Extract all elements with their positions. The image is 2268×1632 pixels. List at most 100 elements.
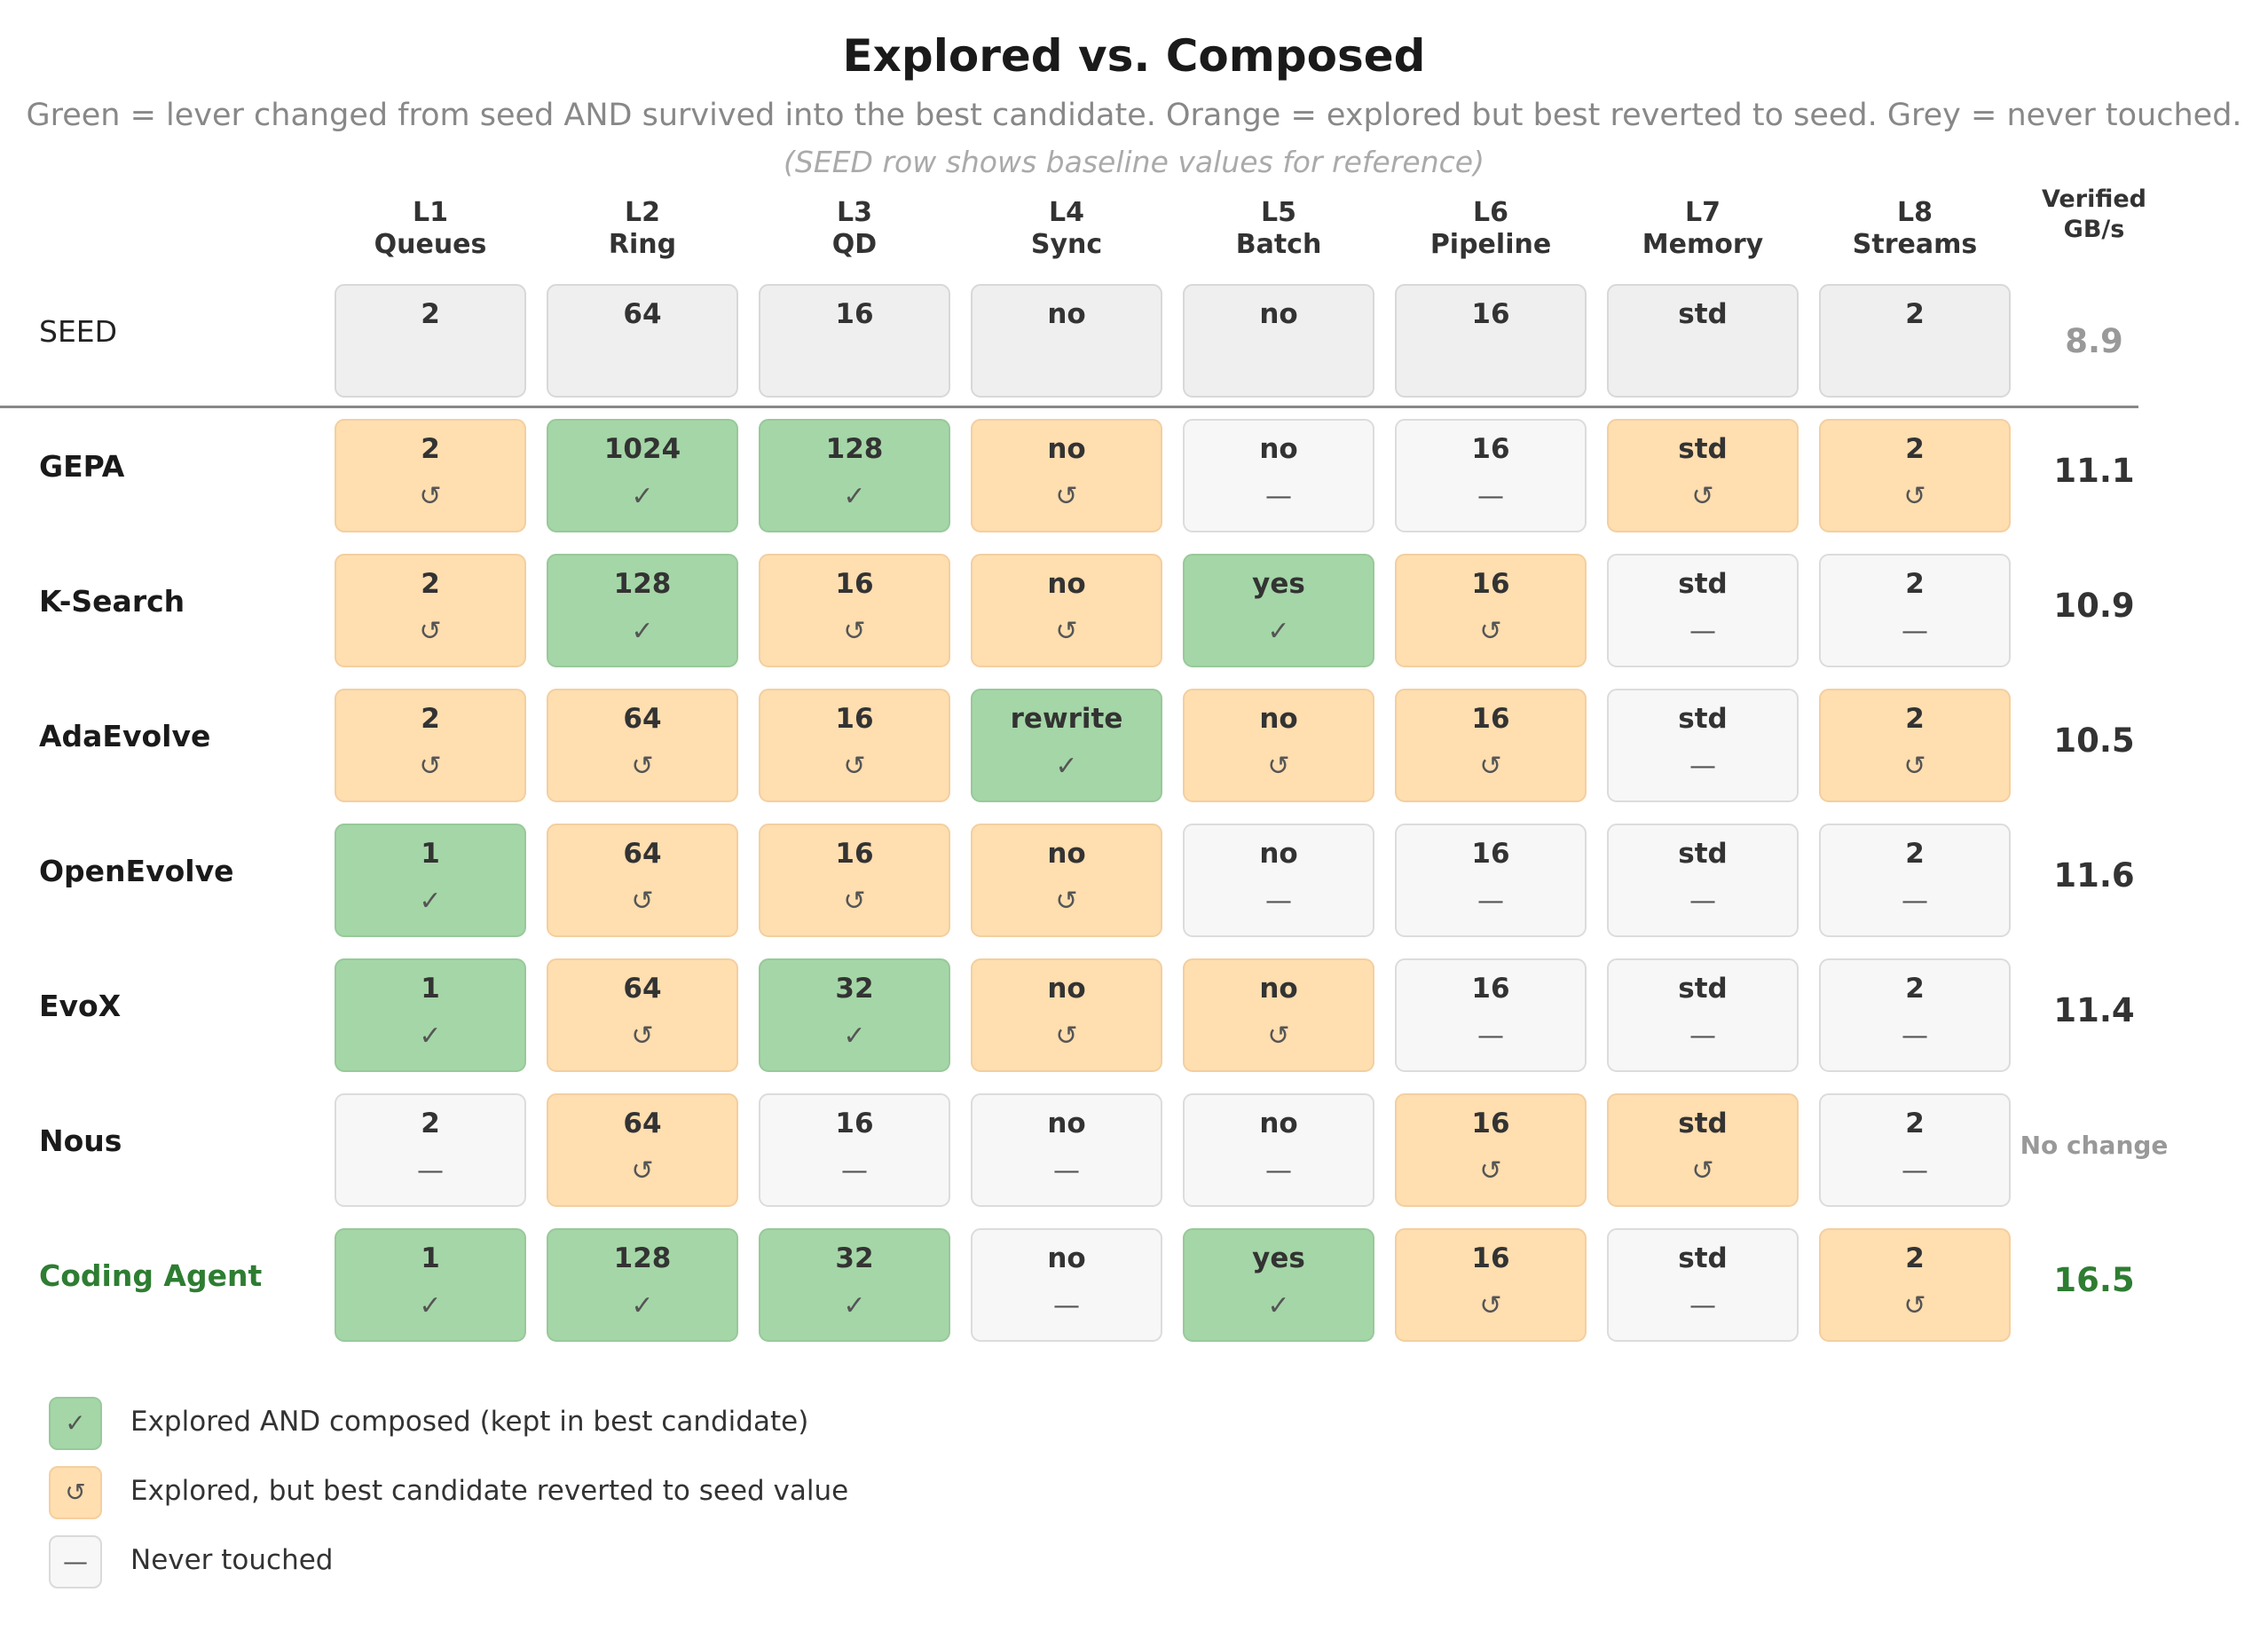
cell-value: 64: [623, 298, 662, 330]
score-gepa: 11.1: [2053, 452, 2135, 490]
column-id: L2: [625, 197, 660, 228]
cell-value: no: [1259, 433, 1298, 465]
reverted-mark-icon: ↺: [1479, 751, 1502, 782]
composed-mark-icon: ✓: [843, 481, 866, 512]
untouched-mark-icon: —: [1265, 1155, 1292, 1187]
reverted-mark-icon: ↺: [631, 886, 654, 917]
adaevolve-cell-l7: std —: [1607, 689, 1799, 802]
nous-cell-l4: no —: [971, 1093, 1162, 1207]
column-id: L4: [1049, 197, 1084, 228]
composed-mark-icon: ✓: [419, 886, 442, 917]
coding-agent-cell-l8: 2 ↺: [1819, 1228, 2011, 1342]
k-search-cell-l4: no ↺: [971, 554, 1162, 667]
reverted-mark-icon: ↺: [843, 886, 866, 917]
figure-title: Explored vs. Composed: [842, 30, 1426, 82]
reverted-mark-icon: ↺: [419, 481, 442, 512]
evox-cell-l1: 1 ✓: [335, 958, 526, 1072]
k-search-cell-l1: 2 ↺: [335, 554, 526, 667]
reverted-mark-icon: ↺: [1903, 1290, 1926, 1321]
cell-value: no: [1047, 1242, 1086, 1274]
evox-cell-l6: 16 —: [1395, 958, 1587, 1072]
reverted-mark-icon: ↺: [1055, 886, 1078, 917]
cell-value: 32: [835, 973, 874, 1005]
cell-value: 16: [835, 568, 874, 600]
row-label-coding-agent: Coding Agent: [39, 1258, 263, 1293]
reverted-mark-icon: ↺: [1691, 1155, 1714, 1187]
coding-agent-cell-l7: std —: [1607, 1228, 1799, 1342]
gepa-cell-l7: std ↺: [1607, 419, 1799, 532]
gepa-cell-l2: 1024 ✓: [547, 419, 738, 532]
column-name: Sync: [1030, 229, 1103, 260]
reverted-mark-icon: ↺: [1479, 1290, 1502, 1321]
cell-value: 16: [835, 703, 874, 735]
reverted-mark-icon: ↺: [1267, 751, 1290, 782]
column-name: Ring: [608, 229, 677, 260]
score-evox: 11.4: [2053, 991, 2135, 1029]
evox-cell-l5: no ↺: [1183, 958, 1374, 1072]
untouched-mark-icon: —: [841, 1155, 868, 1187]
cell-value: 1024: [603, 433, 681, 465]
cell-value: 2: [1905, 433, 1925, 465]
cell-value: std: [1678, 298, 1728, 330]
cell-value: 1: [421, 1242, 440, 1274]
cell-value: 16: [1471, 1108, 1510, 1139]
reverted-legend-icon: ↺: [65, 1478, 86, 1507]
k-search-cell-l7: std —: [1607, 554, 1799, 667]
nous-cell-l7: std ↺: [1607, 1093, 1799, 1207]
untouched-mark-icon: —: [1477, 1021, 1504, 1052]
score-adaevolve: 10.5: [2053, 721, 2135, 760]
k-search-cell-l2: 128 ✓: [547, 554, 738, 667]
nous-cell-l6: 16 ↺: [1395, 1093, 1587, 1207]
adaevolve-cell-l6: 16 ↺: [1395, 689, 1587, 802]
coding-agent-cell-l3: 32 ✓: [759, 1228, 950, 1342]
untouched-mark-icon: —: [1477, 886, 1504, 917]
cell-value: 64: [623, 703, 662, 735]
column-id: L1: [413, 197, 448, 228]
cell-value: 2: [1905, 838, 1925, 870]
column-header-l4: L4 Sync: [971, 197, 1162, 261]
k-search-cell-l8: 2—: [1819, 554, 2011, 667]
adaevolve-cell-l3: 16 ↺: [759, 689, 950, 802]
coding-agent-cell-l6: 16 ↺: [1395, 1228, 1587, 1342]
cell-value: 16: [835, 838, 874, 870]
cell-value: 2: [1905, 568, 1925, 600]
cell-value: std: [1678, 568, 1728, 600]
adaevolve-cell-l5: no ↺: [1183, 689, 1374, 802]
untouched-mark-icon: —: [1053, 1290, 1080, 1321]
cell-value: 128: [613, 1242, 672, 1274]
column-id: L6: [1473, 197, 1508, 228]
composed-mark-icon: ✓: [843, 1290, 866, 1321]
composed-mark-icon: ✓: [843, 1021, 866, 1052]
seed-divider: [0, 406, 2138, 408]
cell-value: 64: [623, 1108, 662, 1139]
reverted-mark-icon: ↺: [631, 751, 654, 782]
cell-value: 16: [1471, 298, 1510, 330]
untouched-mark-icon: —: [1053, 1155, 1080, 1187]
column-name: Queues: [374, 229, 487, 260]
gepa-cell-l6: 16 —: [1395, 419, 1587, 532]
untouched-mark-icon: —: [1265, 886, 1292, 917]
evox-cell-l3: 32 ✓: [759, 958, 950, 1072]
score-openevolve: 11.6: [2053, 856, 2135, 895]
column-name: Streams: [1852, 229, 1978, 260]
composed-mark-icon: ✓: [631, 481, 654, 512]
untouched-mark-icon: —: [1265, 481, 1292, 512]
reverted-mark-icon: ↺: [1055, 1021, 1078, 1052]
seed-cell-l4: no: [971, 284, 1162, 398]
gepa-cell-l1: 2 ↺: [335, 419, 526, 532]
column-name: Memory: [1642, 229, 1764, 260]
column-id: L3: [837, 197, 872, 228]
reverted-mark-icon: ↺: [1903, 751, 1926, 782]
row-label-adaevolve: AdaEvolve: [39, 719, 211, 753]
row-label-gepa: GEPA: [39, 449, 125, 484]
coding-agent-cell-l2: 128 ✓: [547, 1228, 738, 1342]
legend-text: Never touched: [130, 1544, 334, 1576]
column-name: Batch: [1235, 229, 1322, 260]
cell-value: std: [1678, 973, 1728, 1005]
nous-cell-l2: 64 ↺: [547, 1093, 738, 1207]
cell-value: 16: [1471, 433, 1510, 465]
cell-value: no: [1259, 298, 1298, 330]
openevolve-cell-l6: 16 —: [1395, 824, 1587, 937]
reverted-mark-icon: ↺: [1903, 481, 1926, 512]
evox-cell-l8: 2—: [1819, 958, 2011, 1072]
